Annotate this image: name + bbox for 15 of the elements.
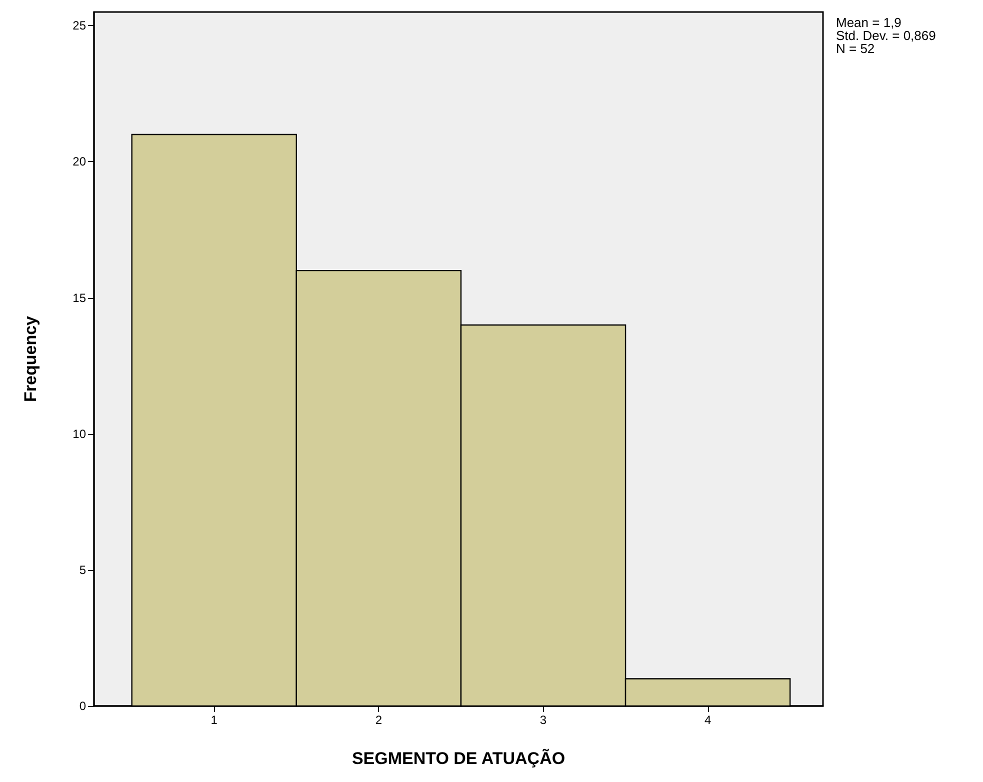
y-axis-title: Frequency [21,315,40,402]
text: Mean = 1,9 [836,15,902,30]
x-tick-label: 2 [375,713,382,727]
x-tick-label: 3 [540,713,547,727]
y-tick-label: 25 [72,18,86,33]
x-axis-title: SEGMENTO DE ATUAÇÃO [352,748,566,768]
x-tick-label: 1 [210,713,218,727]
y-tick-label: 10 [72,426,86,441]
text: Std. Dev. = 0,869 [836,28,936,43]
y-tick-label: 0 [79,699,86,713]
y-tick-label: 20 [72,154,86,169]
y-tick-label: 15 [72,290,86,305]
y-tick-label: 5 [79,562,86,577]
x-tick-label: 4 [704,713,712,727]
text: N = 52 [836,41,875,56]
